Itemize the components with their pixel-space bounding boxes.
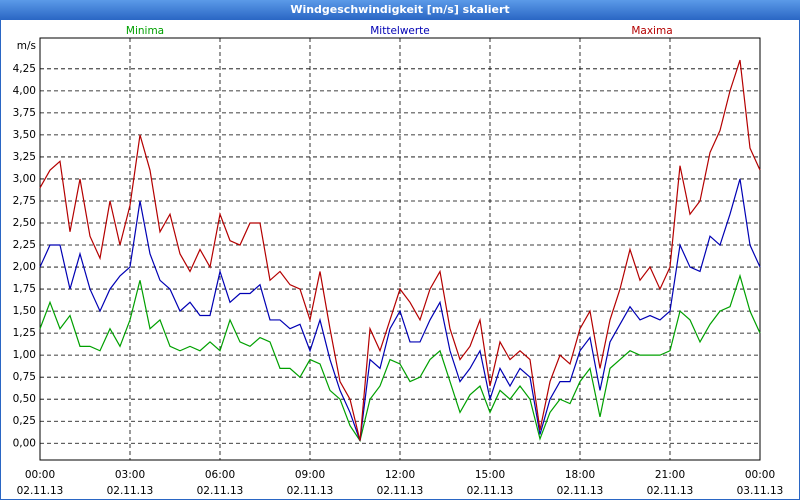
y-tick-label: 0,50 (13, 393, 36, 405)
x-tick-date: 02.11.13 (467, 485, 514, 497)
x-tick-label: 12:00 (385, 469, 415, 481)
y-tick-label: 3,25 (13, 151, 36, 163)
y-tick-label: 2,00 (13, 261, 36, 273)
x-tick-date: 02.11.13 (197, 485, 244, 497)
x-tick-label: 00:00 (25, 469, 55, 481)
y-tick-label: 2,50 (13, 217, 36, 229)
data-line (39, 273, 761, 443)
y-tick-label: 3,75 (13, 107, 36, 119)
data-line (39, 178, 761, 441)
y-tick-label: 2,75 (13, 195, 36, 207)
y-tick-label: 1,25 (13, 327, 36, 339)
title-bar (0, 0, 800, 20)
y-tick-label: 0,00 (13, 437, 36, 449)
x-tick-label: 21:00 (655, 469, 685, 481)
x-tick-date: 02.11.13 (647, 485, 694, 497)
x-tick-date: 02.11.13 (107, 485, 154, 497)
y-tick-label: 1,00 (13, 349, 36, 361)
y-tick-label: 1,75 (13, 283, 36, 295)
y-tick-label: 3,50 (13, 129, 36, 141)
x-tick-date: 02.11.13 (557, 485, 604, 497)
x-tick-label: 15:00 (475, 469, 505, 481)
x-tick-label: 06:00 (205, 469, 235, 481)
y-tick-label: 3,00 (13, 173, 36, 185)
x-tick-date: 02.11.13 (17, 485, 64, 497)
y-tick-label: 0,25 (13, 415, 36, 427)
y-tick-label: 1,50 (13, 305, 36, 317)
legend-entry: Mittelwerte (370, 25, 430, 37)
x-tick-date: 02.11.13 (377, 485, 424, 497)
x-tick-date: 03.11.13 (737, 485, 784, 497)
x-tick-label: 09:00 (295, 469, 325, 481)
y-tick-label: 4,25 (13, 63, 36, 75)
x-tick-label: 18:00 (565, 469, 595, 481)
legend-entry: Maxima (631, 25, 672, 37)
y-tick-label: 0,75 (13, 371, 36, 383)
data-line (39, 59, 761, 441)
legend-entry: Minima (126, 25, 164, 37)
y-tick-label: 4,00 (13, 85, 36, 97)
x-tick-label: 03:00 (115, 469, 145, 481)
x-tick-date: 02.11.13 (287, 485, 334, 497)
y-tick-label: 2,25 (13, 239, 36, 251)
chart-title: Windgeschwindigkeit [m/s] skaliert (290, 3, 509, 16)
y-unit-label: m/s (17, 40, 36, 52)
x-tick-label: 00:00 (745, 469, 775, 481)
